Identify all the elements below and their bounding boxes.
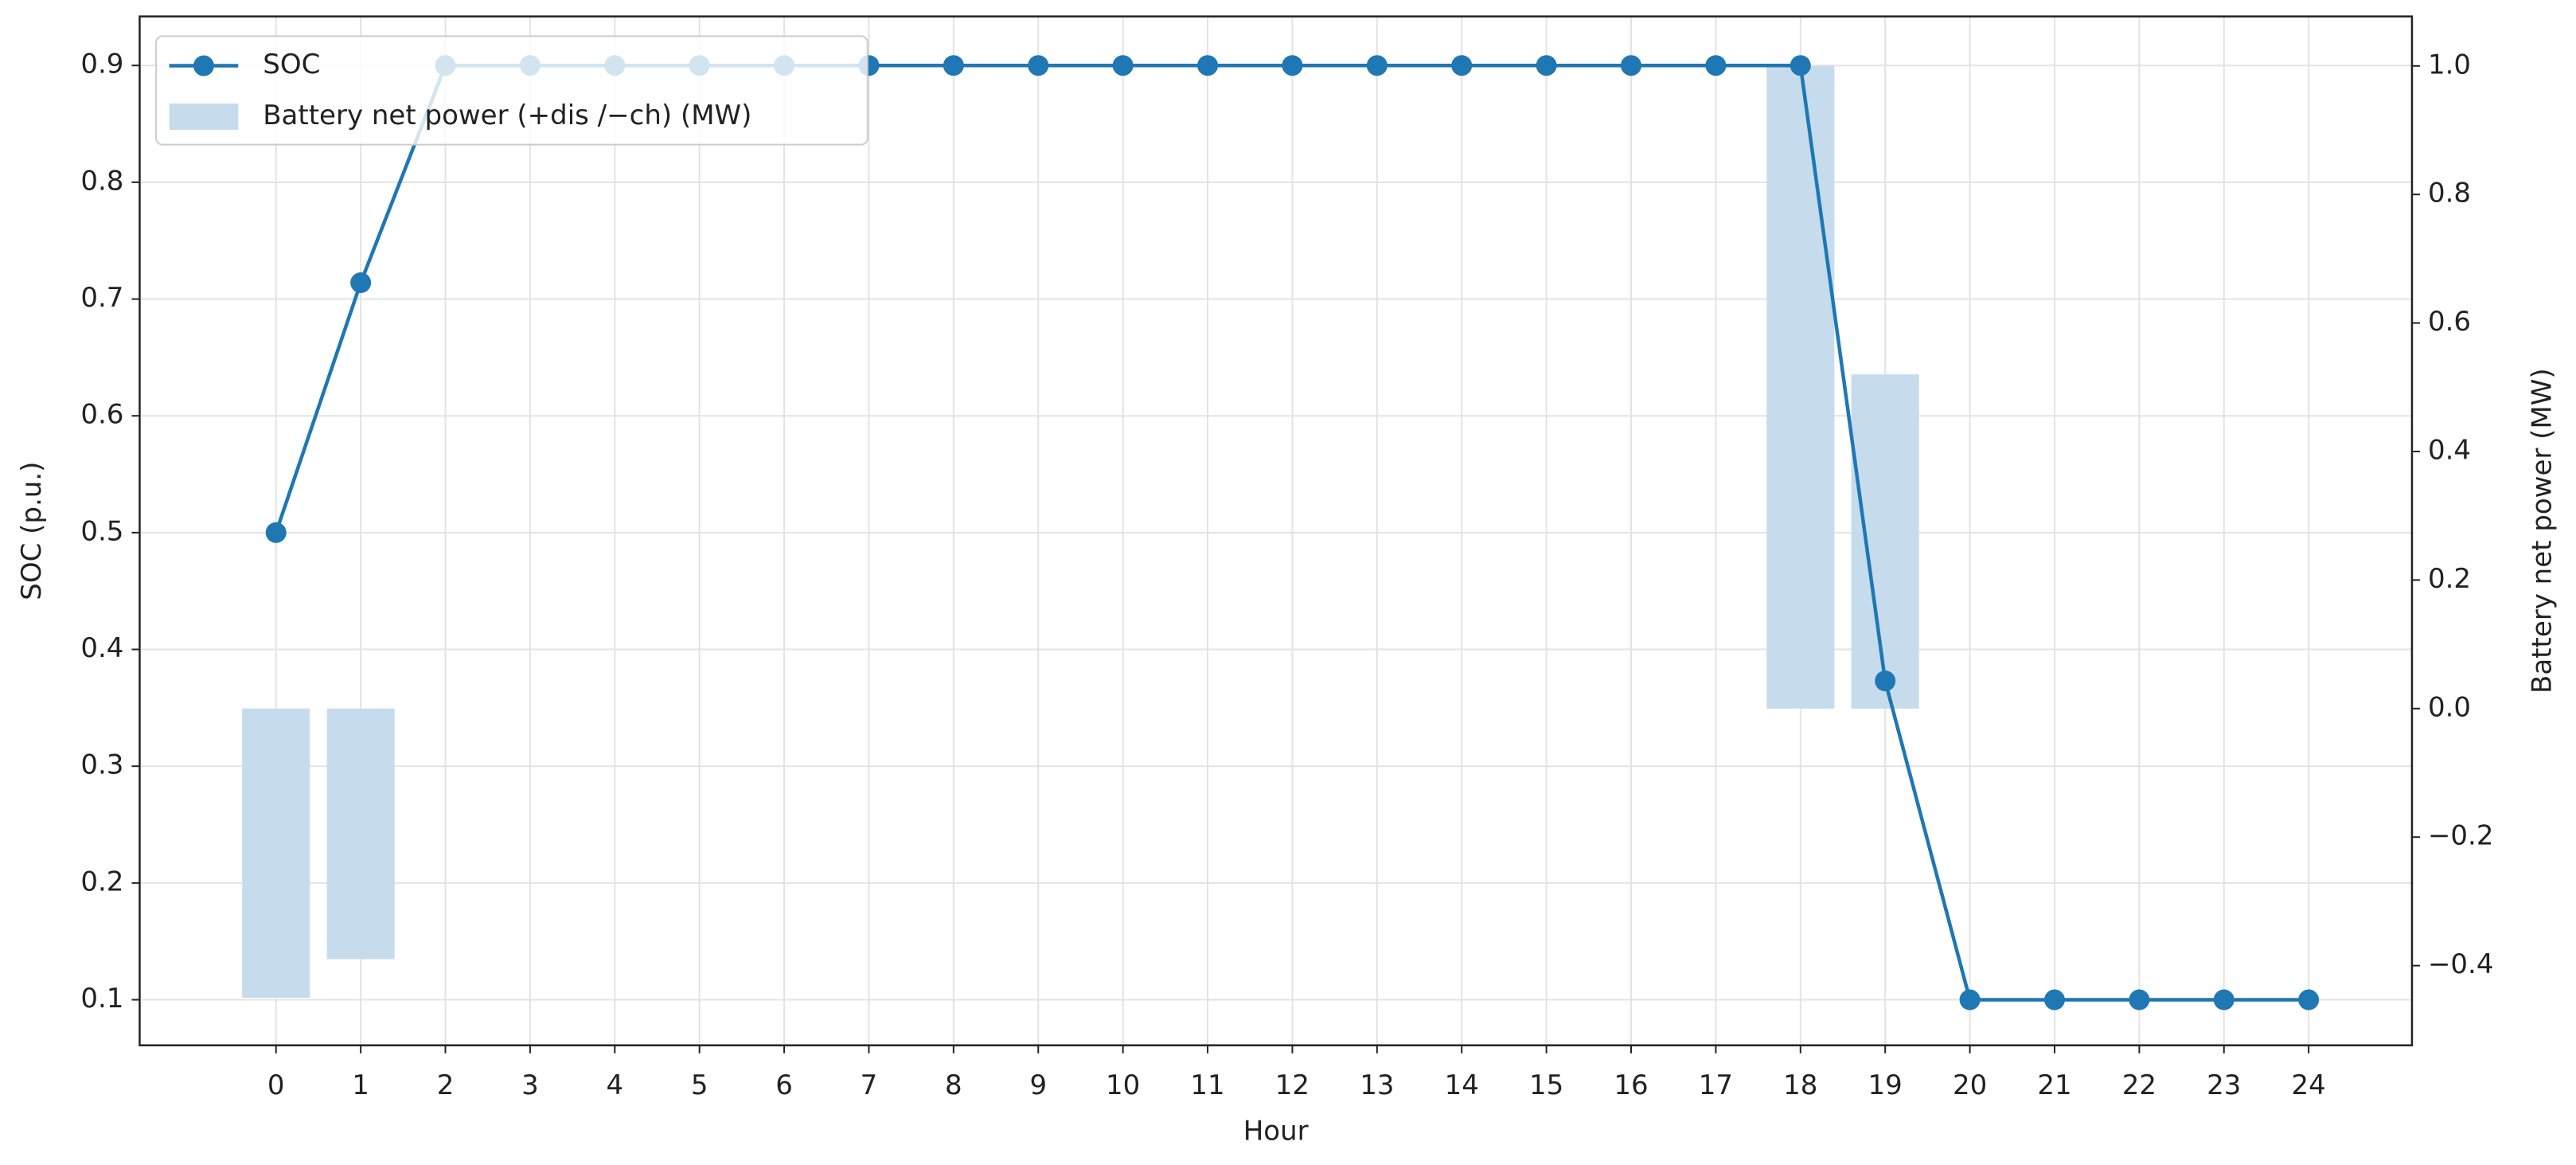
y-axis-label: SOC (p.u.) (16, 462, 48, 600)
marker (350, 272, 372, 294)
x-tick-label: 23 (2207, 1069, 2241, 1101)
marker (943, 55, 964, 76)
y-tick-label: 0.9 (80, 49, 123, 80)
x-tick-label: 14 (1445, 1069, 1479, 1101)
y2-tick-label: −0.4 (2428, 948, 2494, 980)
x-tick-label: 13 (1360, 1069, 1394, 1101)
x-tick-label: 18 (1783, 1069, 1817, 1101)
bar (326, 708, 395, 960)
marker (2129, 989, 2150, 1011)
marker (2043, 989, 2065, 1011)
y-tick-label: 0.8 (80, 165, 123, 197)
x-tick-label: 7 (861, 1069, 878, 1101)
marker (2213, 989, 2234, 1011)
legend-swatch (169, 104, 239, 131)
x-tick-label: 24 (2292, 1069, 2326, 1101)
bar (1766, 65, 1835, 709)
x-tick-label: 1 (352, 1069, 369, 1101)
y2-tick-label: 0.2 (2428, 563, 2471, 595)
bar (1851, 374, 1919, 709)
marker (1112, 55, 1134, 76)
plot-frame (139, 15, 2414, 1046)
x-tick-label: 0 (267, 1069, 285, 1101)
x-tick-label: 3 (521, 1069, 539, 1101)
x-tick-label: 5 (691, 1069, 708, 1101)
marker (1621, 55, 1642, 76)
marker (1790, 55, 1811, 76)
marker (1366, 55, 1388, 76)
y-tick-label: 0.3 (80, 749, 123, 781)
y2-tick-label: 0.0 (2428, 691, 2471, 723)
marker (1451, 55, 1473, 76)
y2-axis-label: Battery net power (MW) (2527, 368, 2558, 694)
marker (1959, 989, 1981, 1011)
legend-box (155, 35, 868, 146)
axes: 0 1 2 3 4 5 6 7 8 9 10 11 12 13 14 15 16 17 18 19 20 21 22 23 24… (16, 15, 2558, 1147)
x-tick-label: 4 (606, 1069, 623, 1101)
marker (1028, 55, 1049, 76)
x-tick-label: 8 (945, 1069, 962, 1101)
x-tick-label: 9 (1029, 1069, 1047, 1101)
marker (1536, 55, 1557, 76)
legend-marker (193, 55, 214, 76)
y-tick-label: 0.7 (80, 282, 123, 314)
x-tick-label: 22 (2122, 1069, 2156, 1101)
x-axis-label: Hour (1243, 1116, 1309, 1147)
marker (265, 522, 287, 543)
legend-label: Battery net power (+dis /−ch) (MW) (263, 100, 751, 131)
y2-tick-label: 0.8 (2428, 178, 2471, 209)
grid (139, 16, 2412, 1046)
y2-tick-label: 0.4 (2428, 435, 2471, 467)
legend: SOC Battery net power (+dis /−ch) (MW) (155, 35, 868, 146)
y2-tick-label: 1.0 (2428, 49, 2471, 80)
y-tick-label: 0.4 (80, 632, 123, 664)
bar (242, 708, 310, 998)
y2-tick-label: −0.2 (2428, 820, 2494, 852)
marker (1282, 55, 1303, 76)
x-tick-label: 17 (1699, 1069, 1733, 1101)
bars (242, 65, 1919, 998)
y2-tick-label: 0.6 (2428, 306, 2471, 338)
x-tick-label: 15 (1529, 1069, 1563, 1101)
y-tick-label: 0.2 (80, 866, 123, 897)
x-tick-label: 19 (1868, 1069, 1903, 1101)
y-tick-label: 0.6 (80, 399, 123, 431)
x-tick-label: 16 (1614, 1069, 1648, 1101)
x-tick-label: 21 (2037, 1069, 2071, 1101)
legend-label: SOC (263, 49, 320, 80)
y-tick-label: 0.5 (80, 515, 123, 547)
x-tick-label: 2 (437, 1069, 455, 1101)
marker (2298, 989, 2320, 1011)
x-tick-label: 10 (1106, 1069, 1140, 1101)
marker (1197, 55, 1219, 76)
x-tick-label: 6 (775, 1069, 793, 1101)
x-tick-label: 20 (1953, 1069, 1987, 1101)
x-tick-label: 11 (1190, 1069, 1224, 1101)
marker (1705, 55, 1727, 76)
y-tick-label: 0.1 (80, 983, 123, 1014)
x-tick-label: 12 (1275, 1069, 1309, 1101)
marker (1875, 670, 1896, 692)
